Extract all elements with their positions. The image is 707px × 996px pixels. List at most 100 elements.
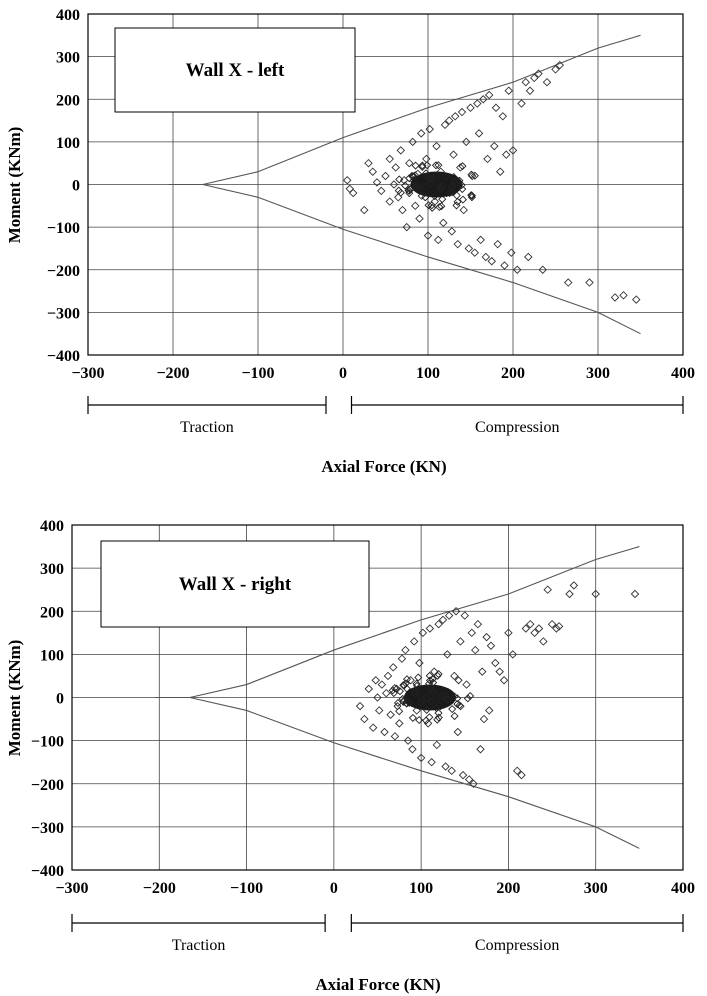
scatter-point (391, 163, 400, 172)
scatter-point (385, 154, 394, 164)
scatter-point (462, 680, 471, 689)
scatter-point (411, 161, 420, 170)
envelope-upper (154, 546, 640, 699)
scatter-point (437, 202, 446, 211)
scatter-point (423, 719, 433, 728)
scatter-point (427, 697, 436, 706)
scatter-point (426, 179, 435, 188)
region-label: Traction (172, 937, 226, 954)
scatter-point (434, 670, 443, 679)
scatter-point (456, 163, 465, 172)
scatter-point (395, 719, 404, 728)
scatter-point (425, 624, 435, 633)
scatter-point (445, 189, 454, 198)
scatter-point (471, 645, 480, 655)
scatter-point (427, 201, 436, 210)
scatter-point (467, 193, 476, 202)
scatter-point (345, 184, 355, 193)
scatter-point (395, 687, 404, 696)
scatter-point (416, 129, 426, 138)
scatter-point (390, 732, 400, 741)
scatter-point (424, 172, 433, 181)
scatter-point (412, 681, 422, 690)
scatter-point (396, 146, 406, 155)
y-tick-labels: −400 −300 −200 −100 0 100 200 300 400 (31, 518, 64, 880)
scatter-point (473, 99, 482, 108)
y-tick-label: −100 (31, 734, 64, 751)
scatter-point (396, 188, 405, 197)
scatter-point (530, 628, 539, 638)
scatter-point (517, 99, 526, 108)
scatter-point (423, 231, 433, 240)
scatter-point (538, 265, 547, 274)
scatter-point (399, 681, 408, 690)
scatter-point (450, 712, 459, 721)
scatter-point (412, 182, 421, 191)
scatter-point (454, 676, 463, 685)
x-tick-label: 200 (501, 365, 525, 382)
chart-title: Wall X - right (179, 574, 292, 595)
scatter-point (474, 129, 484, 138)
scatter-point (436, 696, 445, 705)
scatter-point (395, 707, 404, 716)
scatter-point (422, 694, 431, 703)
scatter-point (422, 154, 431, 164)
scatter-point (458, 770, 468, 780)
y-tick-labels: −400 −300 −200 −100 0 100 200 300 400 (47, 7, 80, 365)
scatter-point (432, 740, 442, 750)
scatter-point (479, 95, 488, 104)
scatter-point (431, 171, 440, 180)
x-tick-label: 400 (671, 365, 695, 382)
scatter-point (371, 676, 380, 685)
scatter-point (466, 103, 475, 113)
x-tick-label: −100 (241, 365, 274, 382)
scatter-point (407, 171, 417, 180)
scatter-point (415, 658, 424, 668)
scatter-point (388, 663, 398, 672)
scatter-point (436, 184, 445, 193)
scatter-point (433, 715, 442, 724)
scatter-point (431, 161, 440, 170)
region-brackets: Traction Compression (71, 914, 684, 954)
plot-frame (87, 13, 684, 356)
scatter-point (484, 90, 494, 100)
scatter-point (395, 175, 404, 184)
region-bracket: Traction (87, 396, 327, 436)
scatter-point (476, 745, 485, 754)
scatter-point (610, 293, 620, 302)
scatter-point (453, 700, 462, 709)
scatter-point (499, 676, 509, 685)
cluster-blob (403, 684, 456, 711)
scatter-point (551, 65, 560, 74)
scatter-point (415, 214, 424, 223)
y-tick-label: 400 (56, 7, 80, 24)
title-box: Wall X - left (114, 27, 356, 113)
scatter-point (445, 116, 454, 125)
scatter-point (394, 193, 403, 202)
scatter-point (464, 244, 474, 253)
x-tick-label: 300 (586, 365, 610, 382)
chart-panel-bottom: Wall X - right −400−300−200−100010020030… (5, 518, 695, 994)
scatter-point (377, 186, 386, 196)
scatter-point (443, 650, 452, 659)
scatter-point (521, 77, 530, 87)
dense-cluster (388, 670, 475, 725)
scatter-point (484, 706, 494, 715)
x-tick-labels: −300 −200 −100 0 100 200 300 400 (71, 365, 695, 382)
scatter-point (421, 169, 431, 178)
scatter-point (424, 201, 433, 210)
scatter-point (434, 161, 443, 170)
envelope-curves (168, 34, 641, 335)
scatter-point (398, 205, 407, 215)
scatter-point (470, 248, 479, 257)
scatter-point (504, 86, 513, 95)
scatter-point (422, 705, 431, 714)
scatter-point (483, 154, 492, 164)
y-tick-label: −300 (47, 305, 80, 322)
scatter-point (453, 694, 462, 703)
envelope-curves (154, 546, 640, 849)
scatter-point (429, 678, 438, 687)
scatter-point (512, 766, 522, 776)
scatter-point (381, 171, 390, 181)
scatter-point (410, 687, 419, 696)
